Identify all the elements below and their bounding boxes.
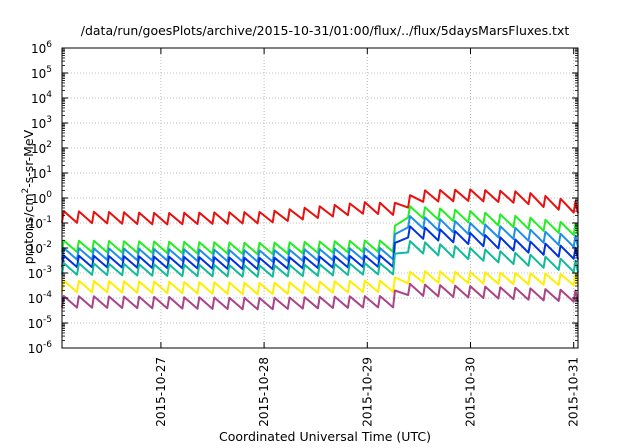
x-axis-label: Coordinated Universal Time (UTC) [219,429,431,444]
y-tick-label: 10-6 [28,340,53,356]
y-tick-label: 10-5 [28,315,52,331]
grid-lines [62,48,578,348]
series-line-6 [61,270,579,296]
y-tick-label: 100 [31,190,52,206]
y-axis-label: protons/cm2-s-sr-MeV [21,129,36,264]
series-line-3 [61,215,579,263]
axis-ticks: 10-6 10-5 10-4 10-3 10-2 10-1 100 101 102 103 104 1… [28,40,581,427]
series-line-2 [61,205,579,256]
series-line-1 [61,188,579,226]
x-tick-label: 2015-10-29 [360,357,374,427]
y-tick-label: 10-4 [28,290,53,306]
y-tick-label: 102 [31,140,52,156]
y-tick-label: 10-1 [28,215,52,231]
x-tick-label: 2015-10-28 [257,357,271,427]
x-tick-label: 2015-10-31 [567,357,581,427]
y-axis-label-sup: 2 [21,188,31,194]
x-tick-label: 2015-10-30 [464,357,478,427]
chart-title: /data/run/goesPlots/archive/2015-10-31/0… [81,23,570,38]
series-line-4 [61,225,579,271]
y-tick-label: 106 [31,40,52,56]
series-line-5 [61,240,579,278]
y-tick-label: 103 [31,115,52,131]
x-tick-label: 2015-10-27 [154,357,168,427]
y-tick-label: 10-2 [28,240,52,256]
y-axis-label-prefix: protons/cm [21,193,36,264]
series-layer [61,188,579,311]
y-tick-label: 105 [31,65,52,81]
y-tick-label: 101 [31,165,52,181]
series-line-7 [61,282,579,311]
y-tick-label: 104 [31,90,52,106]
y-axis-label-suffix: -s-sr-MeV [21,129,36,187]
y-tick-label: 10-3 [28,265,52,281]
